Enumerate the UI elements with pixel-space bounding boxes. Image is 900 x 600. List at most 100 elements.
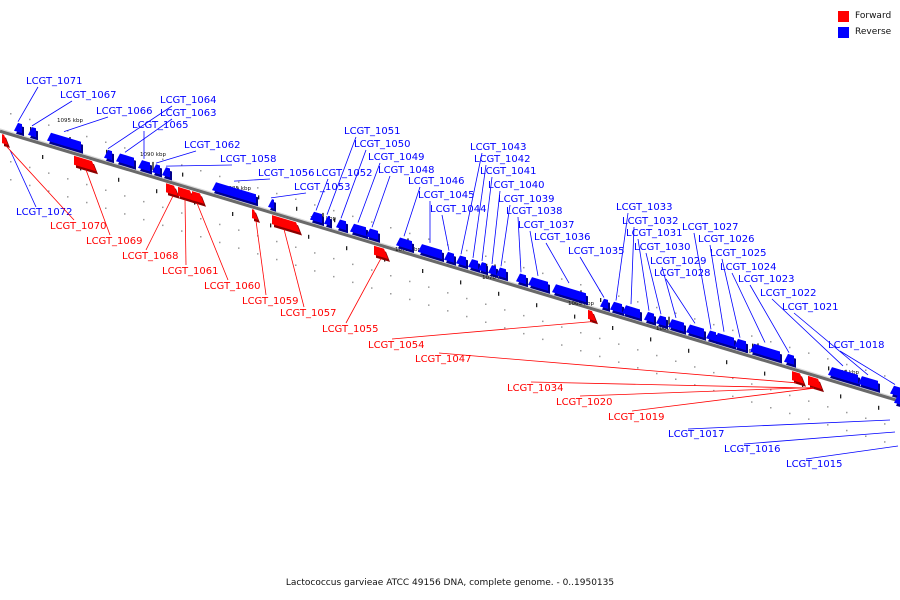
- gene-label-reverse[interactable]: LCGT_1038: [506, 206, 563, 217]
- gene-arrow-reverse[interactable]: [734, 338, 748, 354]
- gene-label-reverse[interactable]: LCGT_1029: [650, 256, 707, 267]
- gene-arrow-reverse[interactable]: [444, 251, 456, 266]
- gene-arrow-forward[interactable]: [588, 309, 598, 325]
- gene-arrow-reverse[interactable]: [396, 237, 414, 254]
- gene-label-reverse[interactable]: LCGT_1052: [316, 168, 373, 179]
- gene-label-reverse[interactable]: LCGT_1058: [220, 154, 277, 165]
- gene-label-forward[interactable]: LCGT_1020: [556, 397, 613, 408]
- gene-arrow-forward[interactable]: [808, 375, 824, 393]
- gene-arrow-reverse[interactable]: [116, 153, 136, 170]
- gene-label-reverse[interactable]: LCGT_1032: [622, 216, 679, 227]
- gene-label-reverse[interactable]: LCGT_1027: [682, 222, 739, 233]
- gene-arrow-reverse[interactable]: [784, 353, 796, 368]
- gene-arrow-reverse[interactable]: [496, 267, 508, 282]
- gene-label-reverse[interactable]: LCGT_1048: [378, 165, 435, 176]
- gene-arrow-forward[interactable]: [74, 155, 98, 175]
- gene-arrow-reverse[interactable]: [656, 315, 668, 330]
- gene-label-reverse[interactable]: LCGT_1015: [786, 459, 843, 470]
- gene-arrow-reverse[interactable]: [488, 265, 498, 279]
- gene-arrow-reverse[interactable]: [152, 164, 162, 178]
- gene-label-reverse[interactable]: LCGT_1018: [828, 340, 885, 351]
- gene-label-forward[interactable]: LCGT_1060: [204, 281, 261, 292]
- gene-arrow-reverse[interactable]: [894, 394, 900, 408]
- gene-arrow-reverse[interactable]: [478, 262, 488, 276]
- gene-arrow-reverse[interactable]: [366, 228, 380, 243]
- gene-label-reverse[interactable]: LCGT_1062: [184, 140, 241, 151]
- gene-label-reverse[interactable]: LCGT_1022: [760, 288, 817, 299]
- gene-arrow-forward[interactable]: [178, 186, 196, 204]
- gene-label-reverse[interactable]: LCGT_1041: [480, 166, 537, 177]
- gene-label-forward[interactable]: LCGT_1068: [122, 251, 179, 262]
- gene-label-reverse[interactable]: LCGT_1031: [626, 228, 683, 239]
- gene-label-reverse[interactable]: LCGT_1033: [616, 202, 673, 213]
- gene-label-reverse[interactable]: LCGT_1030: [634, 242, 691, 253]
- gene-label-reverse[interactable]: LCGT_1050: [354, 139, 411, 150]
- gene-arrow-reverse[interactable]: [528, 277, 550, 294]
- gene-label-reverse[interactable]: LCGT_1037: [518, 220, 575, 231]
- gene-arrow-reverse[interactable]: [28, 127, 38, 141]
- gene-arrow-reverse[interactable]: [828, 367, 860, 387]
- gene-label-reverse[interactable]: LCGT_1043: [470, 142, 527, 153]
- gene-arrow-reverse[interactable]: [212, 182, 258, 207]
- gene-label-forward[interactable]: LCGT_1061: [162, 266, 219, 277]
- gene-label-reverse[interactable]: LCGT_1044: [430, 204, 487, 215]
- gene-arrow-reverse[interactable]: [706, 330, 718, 345]
- gene-arrow-reverse[interactable]: [418, 244, 444, 263]
- gene-label-reverse[interactable]: LCGT_1025: [710, 248, 767, 259]
- gene-label-reverse[interactable]: LCGT_1053: [294, 182, 351, 193]
- gene-arrow-reverse[interactable]: [714, 332, 736, 350]
- gene-arrow-forward[interactable]: [166, 183, 180, 199]
- gene-label-reverse[interactable]: LCGT_1016: [724, 444, 781, 455]
- gene-label-reverse[interactable]: LCGT_1040: [488, 180, 545, 191]
- gene-label-reverse[interactable]: LCGT_1042: [474, 154, 531, 165]
- gene-label-reverse[interactable]: LCGT_1023: [738, 274, 795, 285]
- gene-label-forward[interactable]: LCGT_1034: [507, 383, 564, 394]
- gene-arrow-forward[interactable]: [272, 215, 302, 236]
- gene-arrow-reverse[interactable]: [622, 305, 642, 322]
- gene-label-reverse[interactable]: LCGT_1064: [160, 95, 217, 106]
- gene-arrow-reverse[interactable]: [686, 324, 706, 341]
- gene-arrow-reverse[interactable]: [324, 215, 332, 229]
- gene-label-reverse[interactable]: LCGT_1039: [498, 194, 555, 205]
- gene-arrow-reverse[interactable]: [644, 311, 656, 326]
- gene-arrow-reverse[interactable]: [750, 343, 782, 364]
- legend-item-reverse[interactable]: Reverse: [838, 24, 898, 40]
- gene-label-forward[interactable]: LCGT_1019: [608, 412, 665, 423]
- gene-arrow-reverse[interactable]: [552, 284, 588, 306]
- gene-label-reverse[interactable]: LCGT_1066: [96, 106, 153, 117]
- gene-label-reverse[interactable]: LCGT_1063: [160, 108, 217, 119]
- gene-label-reverse[interactable]: LCGT_1049: [368, 152, 425, 163]
- gene-arrow-reverse[interactable]: [104, 149, 114, 164]
- gene-label-reverse[interactable]: LCGT_1045: [418, 190, 475, 201]
- gene-label-reverse[interactable]: LCGT_1021: [782, 302, 839, 313]
- gene-arrow-reverse[interactable]: [858, 376, 880, 393]
- gene-arrow-reverse[interactable]: [310, 211, 324, 227]
- gene-label-forward[interactable]: LCGT_1069: [86, 236, 143, 247]
- gene-label-reverse[interactable]: LCGT_1026: [698, 234, 755, 245]
- gene-arrow-reverse[interactable]: [14, 122, 24, 137]
- gene-label-reverse[interactable]: LCGT_1035: [568, 246, 625, 257]
- gene-label-forward[interactable]: LCGT_1054: [368, 340, 425, 351]
- gene-arrow-reverse[interactable]: [138, 160, 152, 175]
- gene-label-forward[interactable]: LCGT_1057: [280, 308, 337, 319]
- gene-label-reverse[interactable]: LCGT_1072: [16, 207, 73, 218]
- gene-label-reverse[interactable]: LCGT_1028: [654, 268, 711, 279]
- legend-item-forward[interactable]: Forward: [838, 8, 898, 24]
- gene-label-forward[interactable]: LCGT_1059: [242, 296, 299, 307]
- gene-label-forward[interactable]: LCGT_1070: [50, 221, 107, 232]
- gene-label-reverse[interactable]: LCGT_1065: [132, 120, 189, 131]
- gene-arrow-forward[interactable]: [374, 245, 390, 262]
- gene-arrow-forward[interactable]: [2, 134, 10, 148]
- gene-arrow-reverse[interactable]: [47, 132, 83, 154]
- gene-arrow-reverse[interactable]: [350, 223, 368, 240]
- gene-arrow-forward[interactable]: [792, 371, 806, 387]
- gene-label-reverse[interactable]: LCGT_1017: [668, 429, 725, 440]
- gene-arrow-reverse[interactable]: [456, 255, 468, 270]
- gene-arrow-reverse[interactable]: [600, 298, 610, 312]
- gene-arrow-reverse[interactable]: [516, 273, 528, 288]
- gene-arrow-reverse[interactable]: [610, 301, 624, 317]
- gene-label-forward[interactable]: LCGT_1047: [415, 354, 472, 365]
- gene-label-reverse[interactable]: LCGT_1036: [534, 232, 591, 243]
- gene-label-reverse[interactable]: LCGT_1056: [258, 168, 315, 179]
- gene-label-reverse[interactable]: LCGT_1051: [344, 126, 401, 137]
